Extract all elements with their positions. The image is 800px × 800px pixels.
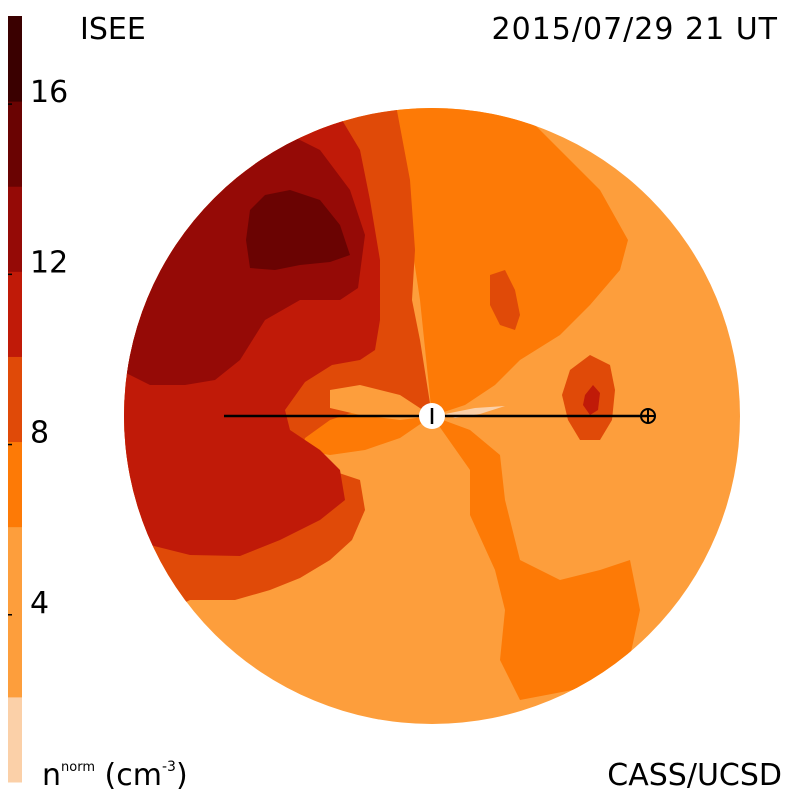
colorbar-segment: [8, 101, 22, 187]
contour-region: [282, 108, 640, 700]
colorbar-segment: [8, 186, 22, 272]
colorbar-tick-label: 12: [30, 245, 68, 280]
earth-marker: [640, 408, 656, 424]
colorbar-tick-label: 8: [30, 416, 49, 451]
timestamp-label: 2015/07/29 21 UT: [491, 12, 778, 47]
colorbar-segment: [8, 441, 22, 528]
colorbar-segment: [8, 356, 22, 443]
sun-marker: [419, 403, 445, 429]
contour-region: [583, 385, 600, 415]
quantity-symbol: n: [42, 758, 62, 793]
contour-region: [490, 270, 520, 330]
unit-close: ): [175, 758, 188, 793]
colorbar-segment: [8, 526, 22, 698]
colorbar: 4 8 12 16: [8, 16, 68, 783]
unit-exponent: -3: [161, 759, 176, 775]
colorbar-tick-label: 4: [30, 586, 49, 621]
unit-open: (cm: [104, 758, 162, 793]
colorbar-unit-label: nnorm (cm-3): [42, 758, 188, 793]
observatory-label: ISEE: [80, 12, 146, 47]
contour-region: [246, 190, 350, 270]
colorbar-tick-label: 16: [30, 75, 68, 110]
colorbar-segment: [8, 16, 22, 102]
colorbar-segment: [8, 271, 22, 357]
contour-region: [330, 385, 432, 420]
quantity-superscript: norm: [61, 760, 95, 775]
colorbar-segment: [8, 696, 22, 783]
credit-label: CASS/UCSD: [607, 758, 782, 793]
